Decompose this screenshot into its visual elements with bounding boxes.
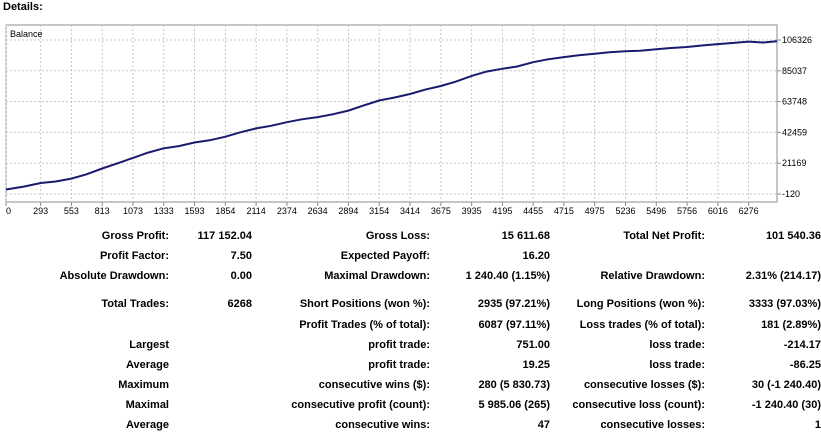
maximal-consecutive-loss-label: consecutive loss (count): <box>572 399 705 411</box>
chart-title: Balance <box>10 29 43 39</box>
statistics-panel: Gross Profit: 117 152.04 Gross Loss: 15 … <box>0 226 821 434</box>
maximal-consecutive-profit-label: consecutive profit (count): <box>291 399 430 411</box>
x-tick-label: 5236 <box>616 206 636 216</box>
average-consecutive-wins-value: 47 <box>537 419 550 431</box>
profit-factor-label: Profit Factor: <box>99 250 169 262</box>
profit-trades-value: 6087 (97.11%) <box>478 319 550 331</box>
short-positions-label: Short Positions (won %): <box>299 298 430 310</box>
max-consecutive-wins-label: consecutive wins ($): <box>318 379 430 391</box>
x-tick-label: 2114 <box>246 206 265 216</box>
short-positions-value: 2935 (97.21%) <box>477 298 550 310</box>
long-positions-value: 3333 (97.03%) <box>748 298 821 310</box>
absolute-drawdown-value: 0.00 <box>230 270 252 282</box>
x-tick-label: 1593 <box>184 206 204 216</box>
average-profit-trade-label: profit trade: <box>368 359 430 371</box>
total-trades-value: 6268 <box>227 298 252 310</box>
x-tick-label: 4195 <box>492 206 512 216</box>
absolute-drawdown-label: Absolute Drawdown: <box>59 270 169 282</box>
maximal-drawdown-label: Maximal Drawdown: <box>324 270 430 282</box>
x-tick-label: 3154 <box>369 206 389 216</box>
x-tick-label: 3935 <box>462 206 482 216</box>
relative-drawdown-label: Relative Drawdown: <box>600 270 705 282</box>
y-tick-label: 21169 <box>782 158 806 168</box>
expected-payoff-label: Expected Payoff: <box>340 250 430 262</box>
long-positions-label: Long Positions (won %): <box>576 298 705 310</box>
maximal-label: Maximal <box>125 399 169 411</box>
x-tick-label: 2374 <box>277 206 297 216</box>
largest-label: Largest <box>129 339 169 351</box>
maximal-consecutive-profit-value: 5 985.06 (265) <box>478 399 550 411</box>
x-tick-label: 1333 <box>154 206 174 216</box>
x-tick-label: 0 <box>6 206 11 216</box>
x-tick-label: 2634 <box>308 206 328 216</box>
profit-trades-label: Profit Trades (% of total): <box>299 319 430 331</box>
y-tick-label: 85037 <box>782 66 807 76</box>
maximum-label: Maximum <box>118 379 169 391</box>
balance-chart: 106326 85037 63748 42459 21169 -120 0 293 553 813… <box>5 24 812 216</box>
x-tick-label: 6276 <box>739 206 759 216</box>
gross-profit-value: 117 152.04 <box>197 230 252 242</box>
x-tick-label: 4715 <box>554 206 574 216</box>
average-label: Average <box>125 359 169 371</box>
chart-plot-area <box>5 24 778 203</box>
gross-loss-label: Gross Loss: <box>365 230 430 242</box>
details-title: Details: <box>3 1 43 13</box>
relative-drawdown-value: 2.31% (214.17) <box>745 270 821 282</box>
y-tick-label: 63748 <box>782 97 807 107</box>
x-tick-label: 813 <box>95 206 110 216</box>
x-tick-label: 4975 <box>585 206 605 216</box>
loss-trades-value: 181 (2.89%) <box>761 319 821 331</box>
x-tick-label: 5756 <box>677 206 697 216</box>
x-tick-label: 1854 <box>215 206 235 216</box>
total-trades-label: Total Trades: <box>101 298 169 310</box>
gross-loss-value: 15 611.68 <box>501 230 550 242</box>
x-tick-label: 1073 <box>123 206 143 216</box>
maximal-consecutive-loss-value: -1 240.40 (30) <box>751 399 821 411</box>
y-tick-label: 42459 <box>782 127 807 137</box>
average-consecutive-losses-value: 1 <box>814 419 821 431</box>
average-consecutive-wins-label: consecutive wins: <box>335 419 430 431</box>
x-tick-label: 3414 <box>400 206 420 216</box>
x-tick-label: 3675 <box>431 206 451 216</box>
balance-series-line <box>5 40 778 191</box>
max-consecutive-losses-label: consecutive losses ($): <box>583 379 705 391</box>
y-tick-label: -120 <box>782 189 800 199</box>
x-tick-label: 293 <box>33 206 48 216</box>
loss-trades-label: Loss trades (% of total): <box>579 319 705 331</box>
average-consecutive-losses-label: consecutive losses: <box>600 419 705 431</box>
maximal-drawdown-value: 1 240.40 (1.15%) <box>465 270 550 282</box>
largest-profit-trade-label: profit trade: <box>368 339 430 351</box>
average-consecutive-label: Average <box>125 419 169 431</box>
x-tick-label: 6016 <box>708 206 728 216</box>
average-loss-trade-label: loss trade: <box>649 359 705 371</box>
gross-profit-label: Gross Profit: <box>101 230 169 242</box>
largest-loss-trade-value: -214.17 <box>783 339 821 351</box>
x-tick-label: 2894 <box>338 206 358 216</box>
y-tick-label: 106326 <box>782 35 812 45</box>
average-loss-trade-value: -86.25 <box>789 359 821 371</box>
total-net-profit-label: Total Net Profit: <box>623 230 705 242</box>
expected-payoff-value: 16.20 <box>522 250 550 262</box>
total-net-profit-value: 101 540.36 <box>765 230 821 242</box>
largest-loss-trade-label: loss trade: <box>649 339 705 351</box>
profit-factor-value: 7.50 <box>230 250 252 262</box>
max-consecutive-wins-value: 280 (5 830.73) <box>478 379 550 391</box>
average-profit-trade-value: 19.25 <box>522 359 550 371</box>
max-consecutive-losses-value: 30 (-1 240.40) <box>751 379 821 391</box>
x-tick-label: 553 <box>64 206 79 216</box>
largest-profit-trade-value: 751.00 <box>516 339 550 351</box>
x-tick-label: 5496 <box>646 206 666 216</box>
x-tick-label: 4455 <box>523 206 543 216</box>
